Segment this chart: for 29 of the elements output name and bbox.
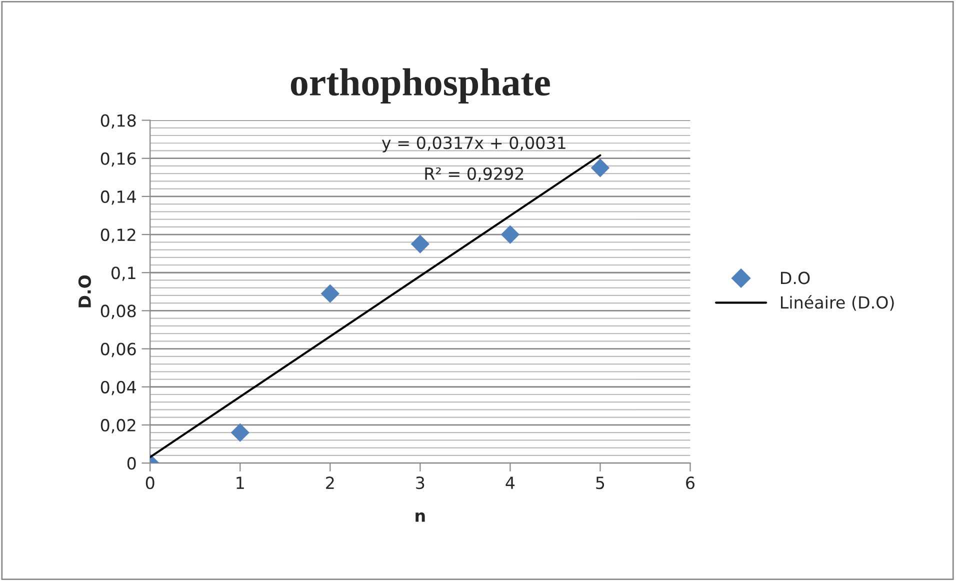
y-tick-label: 0,08 bbox=[100, 304, 136, 319]
y-tick-label: 0,12 bbox=[100, 228, 136, 243]
x-tick-label: 3 bbox=[416, 476, 424, 490]
legend-label: Linéaire (D.O) bbox=[781, 295, 894, 311]
x-tick-label: 5 bbox=[596, 476, 604, 490]
point bbox=[320, 284, 340, 303]
point bbox=[230, 423, 250, 442]
x-tick-label: 2 bbox=[326, 476, 334, 489]
y-tick-label: 0,16 bbox=[100, 152, 136, 167]
annotation: y = 0,0317x + 0,0031 bbox=[382, 136, 566, 152]
legend-label: D.O bbox=[781, 272, 810, 284]
y-tick-label: 0,02 bbox=[100, 418, 136, 434]
y-tick-label: 0,14 bbox=[100, 190, 136, 205]
y-tick-label: 0,1 bbox=[111, 266, 136, 281]
x-axis-title: n bbox=[416, 512, 425, 522]
x-tick-label: 6 bbox=[686, 476, 694, 490]
x-tick-label: 1 bbox=[236, 476, 244, 489]
x-tick-label: 4 bbox=[506, 476, 515, 489]
annotation: R² = 0,9292 bbox=[425, 167, 524, 182]
y-tick-label: 0,06 bbox=[100, 342, 136, 358]
point bbox=[500, 225, 520, 244]
y-axis-title: D.O bbox=[78, 275, 92, 308]
y-tick-label: 0,18 bbox=[100, 114, 136, 129]
point bbox=[410, 234, 430, 254]
y-tick-label: 0 bbox=[127, 457, 136, 470]
chart-title: orthophosphate bbox=[290, 68, 550, 104]
point bbox=[590, 158, 610, 178]
y-tick-label: 0,04 bbox=[100, 380, 136, 396]
x-tick-label: 0 bbox=[146, 476, 154, 490]
